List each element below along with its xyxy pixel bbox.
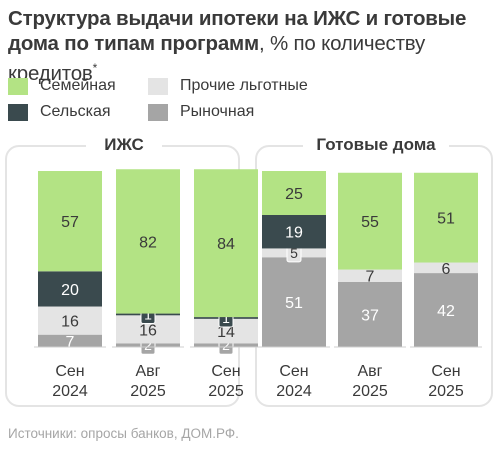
bar-label-family-c0-1: 82 [139, 234, 157, 251]
bar-segment-family-c0-2 [194, 169, 258, 318]
x-tick-label-month-c1-2: Сен [431, 363, 460, 380]
title-main: Структура выдачи ипотеки на ИЖС и готовы… [8, 7, 467, 55]
bar-segment-market-c1-2 [414, 273, 478, 347]
panel-title-izhs: ИЖС [86, 134, 162, 156]
legend-label-rural: Сельская [40, 103, 111, 120]
legend-item-other-preferential: Прочие льготные [148, 76, 308, 96]
bar-segment-market-c1-0 [262, 257, 326, 347]
bar-segment-family-c1-1 [338, 172, 402, 270]
legend-swatch-market [148, 103, 168, 121]
bar-segment-family-c1-2 [414, 172, 478, 263]
x-tick-label-year-c1-0: 2024 [276, 383, 312, 400]
bar-label-other-c0-0: 16 [61, 314, 79, 331]
bar-label-family-c1-0: 25 [285, 186, 303, 203]
bar-label-family-c1-2: 51 [437, 211, 455, 228]
bar-segment-market-c1-1 [338, 281, 402, 347]
bar-label-market-c1-0: 51 [285, 295, 303, 312]
x-tick-label-year-c1-1: 2025 [352, 383, 388, 400]
bar-segment-rural-c1-0 [262, 215, 326, 249]
bar-label-rural-c0-0: 20 [61, 282, 79, 299]
bar-label-other-c1-1: 7 [366, 269, 375, 286]
x-tick-label-year-c0-1: 2025 [130, 383, 166, 400]
x-tick-label-year-c0-0: 2024 [52, 383, 88, 400]
legend-swatch-other-preferential [148, 77, 168, 95]
bar-segment-other-c1-2 [414, 262, 478, 274]
legend-item-rural: Сельская [8, 102, 111, 122]
bar-label-family-c0-2: 84 [217, 236, 235, 253]
bar-label-family-c1-1: 55 [361, 214, 379, 231]
title-unit: , % по количеству кредитов [8, 32, 426, 85]
x-tick-label-month-c1-0: Сен [279, 363, 308, 380]
legend-swatch-rural [8, 103, 28, 121]
bar-segment-rural-c0-0 [38, 271, 102, 307]
bar-segment-family-c1-0 [262, 171, 326, 215]
bar-label-market-c0-0: 7 [66, 334, 75, 351]
bar-segment-other-c1-1 [338, 269, 402, 282]
source-note: Источники: опросы банков, ДОМ.РФ. [8, 426, 239, 441]
bar-segment-market-c0-0 [38, 334, 102, 347]
bar-label-market-c1-2: 42 [437, 303, 455, 320]
x-tick-label-month-c0-0: Сен [55, 363, 84, 380]
bar-label-rural-c0-1: 1 [144, 306, 152, 322]
bar-label-market-c0-2: 2 [222, 337, 230, 353]
x-tick-label-month-c0-1: Авг [135, 363, 160, 380]
panel-title-ready-houses: Готовые дома [303, 134, 449, 156]
bar-label-rural-c0-2: 1 [222, 310, 230, 326]
x-tick-label-month-c1-1: Авг [357, 363, 382, 380]
legend-label-market: Рыночная [180, 103, 255, 120]
x-tick-label-month-c0-2: Сен [211, 363, 240, 380]
legend-label-other-preferential: Прочие льготные [180, 77, 308, 94]
bar-label-other-c0-1: 16 [139, 322, 157, 339]
bar-segment-family-c0-1 [116, 169, 180, 314]
chart-title: Структура выдачи ипотеки на ИЖС и готовы… [8, 6, 494, 86]
bar-segment-family-c0-0 [38, 171, 102, 272]
legend-item-market: Рыночная [148, 102, 254, 122]
bar-label-rural-c1-0: 19 [285, 225, 303, 242]
bar-label-other-c0-2: 14 [217, 324, 235, 341]
bar-label-other-c1-2: 6 [442, 261, 451, 278]
bar-segment-other-c0-0 [38, 306, 102, 335]
legend-label-family: Семейная [40, 77, 116, 94]
x-tick-label-year-c1-2: 2025 [428, 383, 464, 400]
bar-label-market-c0-1: 2 [144, 337, 152, 353]
bar-label-market-c1-1: 37 [361, 307, 379, 324]
bar-label-family-c0-0: 57 [61, 214, 79, 231]
bar-label-other-c1-0: 5 [290, 245, 298, 261]
title-footnote: * [92, 61, 98, 75]
legend-swatch-family [8, 77, 28, 95]
legend: Семейная Прочие льготные Сельская Рыночн… [8, 74, 308, 124]
legend-item-family: Семейная [8, 76, 116, 96]
x-tick-label-year-c0-2: 2025 [208, 383, 244, 400]
